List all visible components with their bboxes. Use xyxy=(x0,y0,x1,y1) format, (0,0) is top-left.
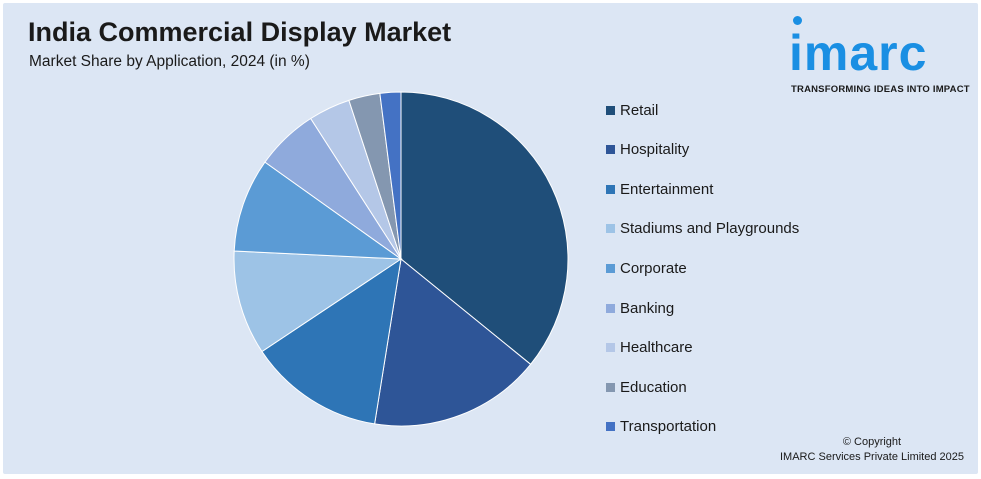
legend-swatch xyxy=(606,303,615,313)
legend-label: Healthcare xyxy=(620,339,693,357)
pie-slice-retail xyxy=(400,91,569,366)
legend-label: Hospitality xyxy=(620,141,690,159)
logo-dot-icon xyxy=(793,16,802,25)
imarc-logo: imarc TRANSFORMING IDEAS INTO IMPACT xyxy=(783,15,978,95)
legend-label: Corporate xyxy=(620,259,687,277)
legend-item: Entertainment xyxy=(606,179,713,199)
logo-wordmark: imarc xyxy=(789,25,928,81)
pie-slice-corporate xyxy=(233,161,403,260)
legend-swatch xyxy=(606,422,615,432)
legend-swatch xyxy=(606,263,615,273)
pie-slice-transportation xyxy=(379,91,402,260)
legend-item: Retail xyxy=(606,100,658,120)
legend-item: Healthcare xyxy=(606,338,693,358)
legend-label: Education xyxy=(620,378,687,396)
pie-slice-stadiums-and-playgrounds xyxy=(233,250,403,353)
legend-item: Education xyxy=(606,377,687,397)
legend-label: Retail xyxy=(620,101,659,119)
legend-item: Stadiums and Playgrounds xyxy=(606,219,799,239)
pie-slice-hospitality xyxy=(374,258,532,427)
legend-swatch xyxy=(606,382,615,392)
chart-card: India Commercial Display Market Market S… xyxy=(3,3,978,474)
legend-item: Banking xyxy=(606,298,674,318)
copyright-notice: © Copyright IMARC Services Private Limit… xyxy=(780,435,964,465)
chart-title: India Commercial Display Market xyxy=(28,17,452,47)
chart-subtitle: Market Share by Application, 2024 (in %) xyxy=(29,53,310,70)
legend-item: Corporate xyxy=(606,258,687,278)
legend-swatch xyxy=(606,184,615,194)
logo-tagline: TRANSFORMING IDEAS INTO IMPACT xyxy=(791,84,970,95)
pie-slice-entertainment xyxy=(261,257,402,425)
copyright-line-1: © Copyright xyxy=(842,436,902,448)
legend-label: Transportation xyxy=(620,418,717,436)
legend-label: Entertainment xyxy=(620,180,714,198)
legend-item: Hospitality xyxy=(606,140,689,160)
legend-swatch xyxy=(606,343,615,353)
legend-swatch xyxy=(606,145,615,155)
legend-label: Banking xyxy=(620,299,675,317)
legend-item: Transportation xyxy=(606,417,716,437)
pie-chart xyxy=(233,91,569,427)
legend-swatch xyxy=(606,105,615,115)
legend-label: Stadiums and Playgrounds xyxy=(620,220,800,238)
copyright-line-2: IMARC Services Private Limited 2025 xyxy=(779,451,964,463)
legend-swatch xyxy=(606,224,615,234)
